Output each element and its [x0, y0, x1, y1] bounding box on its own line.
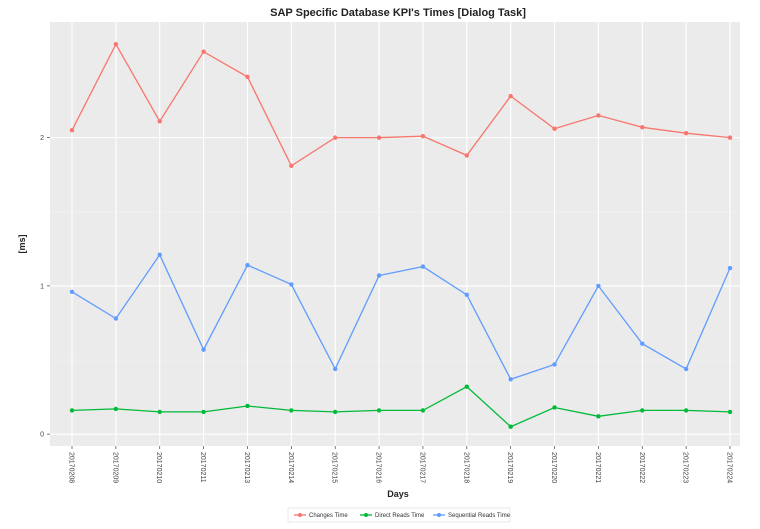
data-point-direct-reads-time: [683, 408, 689, 413]
data-point-direct-reads-time: [596, 414, 601, 419]
series-line-changes-time: [71, 42, 731, 167]
data-point-sequential-reads-time: [640, 341, 645, 346]
data-point-sequential-reads-time: [113, 316, 119, 321]
x-tick-label: 20170219: [506, 452, 513, 483]
data-point-sequential-reads-time: [508, 377, 513, 382]
data-point-sequential-reads-time: [727, 265, 733, 271]
data-point-changes-time: [333, 135, 338, 140]
data-point-sequential-reads-time: [245, 262, 250, 268]
legend-key-point: [437, 513, 441, 517]
x-tick-label: 20170209: [111, 452, 118, 483]
x-axis-ticks: 20170208 20170209 20170210 20170211 20170213…: [68, 446, 733, 483]
data-point-changes-time: [683, 130, 689, 136]
data-point-direct-reads-time: [113, 406, 119, 412]
legend-entry-label: Direct Reads Time: [375, 513, 425, 519]
legend: Changes Time Direct Reads Time Sequential …: [287, 507, 511, 523]
data-point-sequential-reads-time: [420, 264, 426, 269]
data-point-sequential-reads-time: [201, 347, 206, 352]
data-point-changes-time: [727, 135, 733, 140]
data-point-direct-reads-time: [640, 408, 645, 413]
x-tick-label: 20170208: [68, 452, 75, 483]
data-point-changes-time: [508, 93, 513, 99]
data-point-sequential-reads-time: [69, 289, 75, 295]
x-tick-label: 20170217: [418, 452, 425, 483]
data-point-changes-time: [596, 113, 601, 118]
legend-key-point: [298, 513, 302, 517]
data-point-sequential-reads-time: [683, 366, 689, 372]
data-point-direct-reads-time: [245, 403, 250, 409]
x-tick-label: 20170216: [375, 452, 382, 483]
data-point-sequential-reads-time: [596, 283, 601, 289]
data-point-changes-time: [157, 119, 162, 124]
data-point-sequential-reads-time: [333, 366, 338, 372]
series-line-direct-reads-time: [71, 385, 731, 428]
y-axis-label: [ms]: [17, 234, 27, 253]
grid-minor: [50, 211, 740, 361]
data-point-sequential-reads-time: [157, 252, 162, 257]
data-point-changes-time: [420, 133, 426, 139]
x-axis-label: Days: [387, 489, 409, 499]
data-point-direct-reads-time: [289, 408, 294, 413]
data-point-changes-time: [69, 128, 75, 133]
data-point-changes-time: [376, 135, 382, 140]
chart-title: SAP Specific Database KPI's Times [Dialo…: [270, 7, 526, 19]
series-layer: [69, 42, 733, 429]
data-point-direct-reads-time: [727, 409, 733, 415]
data-point-direct-reads-time: [508, 424, 513, 429]
data-point-direct-reads-time: [420, 408, 426, 413]
data-point-sequential-reads-time: [464, 292, 469, 297]
data-point-changes-time: [201, 49, 206, 54]
x-tick-label: 20170214: [287, 452, 294, 483]
data-point-direct-reads-time: [157, 409, 162, 415]
x-tick-label: 20170221: [594, 452, 601, 483]
x-tick-label: 20170210: [155, 452, 162, 483]
x-tick-label: 20170215: [331, 452, 338, 483]
y-axis-ticks: 0 1 2: [40, 135, 50, 439]
data-point-direct-reads-time: [333, 409, 338, 415]
y-tick-label: 0: [40, 432, 44, 439]
data-point-changes-time: [464, 153, 469, 158]
legend-entry-label: Sequential Reads Time: [448, 513, 511, 519]
legend-entry-label: Changes Time: [309, 513, 348, 519]
x-tick-label: 20170223: [682, 452, 689, 483]
x-tick-label: 20170224: [726, 452, 733, 483]
y-tick-label: 2: [40, 135, 44, 142]
data-point-direct-reads-time: [376, 408, 382, 413]
data-point-changes-time: [113, 42, 119, 47]
y-tick-label: 1: [40, 283, 44, 290]
data-point-direct-reads-time: [464, 384, 469, 389]
data-point-sequential-reads-time: [289, 282, 294, 287]
legend-key-point: [364, 513, 368, 517]
data-point-changes-time: [289, 163, 294, 169]
data-point-direct-reads-time: [69, 408, 75, 413]
data-point-direct-reads-time: [552, 405, 557, 410]
x-tick-label: 20170220: [550, 452, 557, 483]
plot-panel: [50, 22, 740, 446]
data-point-changes-time: [245, 74, 250, 80]
x-tick-label: 20170218: [462, 452, 469, 483]
data-point-sequential-reads-time: [552, 362, 557, 367]
data-point-changes-time: [552, 126, 557, 131]
series-line-sequential-reads-time: [71, 253, 731, 381]
data-point-changes-time: [640, 125, 645, 130]
x-tick-label: 20170222: [638, 452, 645, 483]
data-point-sequential-reads-time: [376, 273, 382, 278]
x-tick-label: 20170211: [199, 452, 206, 483]
legend-box: [287, 507, 511, 523]
data-point-direct-reads-time: [201, 409, 206, 415]
x-tick-label: 20170213: [243, 452, 250, 483]
